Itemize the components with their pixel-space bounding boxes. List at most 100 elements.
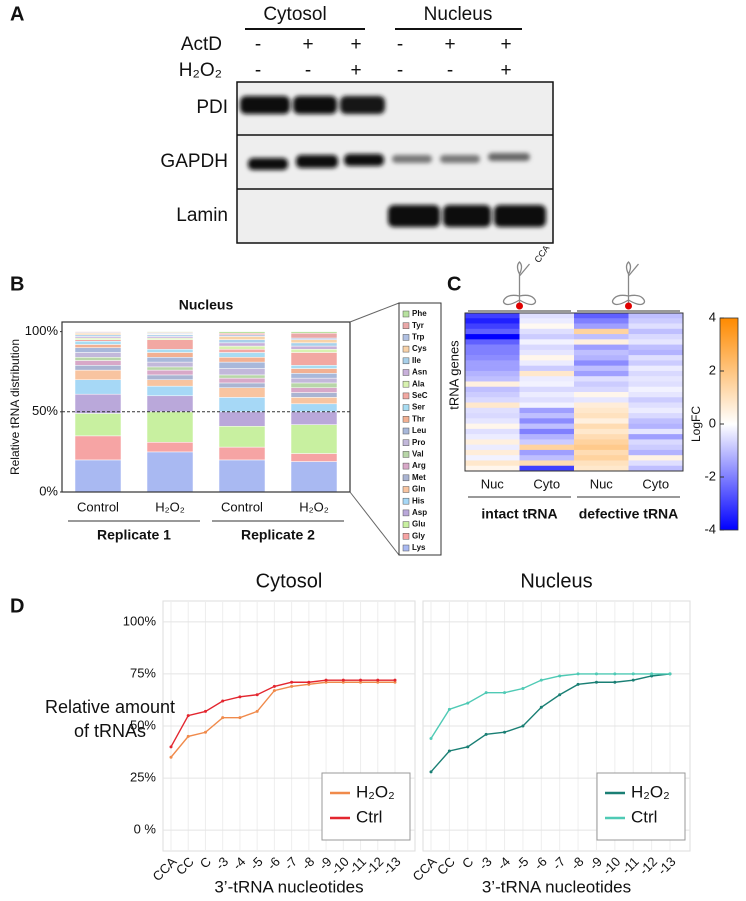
data-point bbox=[203, 709, 207, 713]
heatmap-cell bbox=[519, 428, 575, 435]
bar-segment bbox=[290, 411, 338, 425]
bar-segment bbox=[218, 387, 266, 398]
x-axis-label: 3’-tRNA nucleotides bbox=[214, 877, 363, 896]
legend-label: Ctrl bbox=[631, 807, 657, 826]
bar-segment bbox=[146, 331, 194, 333]
legend-label: Thr bbox=[412, 414, 425, 423]
y-tick-label: 75% bbox=[130, 665, 156, 680]
y-tick-label: 50% bbox=[130, 717, 156, 732]
x-tick-label: -3 bbox=[212, 854, 231, 873]
series-line bbox=[430, 673, 671, 773]
data-point bbox=[429, 737, 433, 740]
legend-swatch bbox=[402, 345, 410, 353]
heatmap-cell bbox=[628, 418, 684, 424]
data-point bbox=[203, 730, 207, 734]
x-tick-label: CC bbox=[434, 854, 458, 878]
x-tick-label: -13 bbox=[380, 854, 404, 878]
legend-label: Asn bbox=[412, 368, 427, 377]
legend-label: Val bbox=[412, 450, 424, 459]
protein-label: GAPDH bbox=[160, 151, 228, 172]
heatmap-cell bbox=[628, 355, 684, 361]
colorbar-tick-label: 4 bbox=[709, 309, 716, 324]
condition-label: ActD bbox=[181, 34, 222, 55]
heatmap-cell bbox=[628, 444, 684, 451]
heatmap-cell bbox=[574, 318, 629, 324]
heatmap-cell bbox=[574, 397, 629, 403]
bar-segment bbox=[290, 342, 338, 347]
legend-swatch bbox=[402, 322, 410, 329]
data-point bbox=[324, 678, 328, 682]
data-point bbox=[238, 695, 242, 699]
bar-segment bbox=[290, 403, 338, 413]
bar-segment bbox=[290, 331, 338, 334]
condition-label: H₂O₂ bbox=[179, 60, 222, 81]
legend-swatch bbox=[402, 521, 410, 528]
heatmap-cell bbox=[574, 313, 629, 319]
heatmap-cell bbox=[628, 413, 684, 419]
blot-header: Nucleus bbox=[424, 4, 493, 25]
data-point bbox=[272, 684, 276, 688]
legend-connector bbox=[349, 491, 400, 556]
heatmap-cell bbox=[628, 381, 684, 388]
x-tick-label: -8 bbox=[568, 854, 587, 873]
heatmap-cell bbox=[465, 449, 520, 456]
heatmap-cell bbox=[628, 339, 684, 345]
heatmap-cell bbox=[519, 402, 575, 409]
blot-bands bbox=[240, 96, 546, 227]
bar-segment bbox=[74, 340, 122, 345]
bar-segment bbox=[146, 369, 194, 376]
bar-segment bbox=[218, 361, 266, 369]
bar-segment bbox=[290, 352, 338, 366]
legend-swatch bbox=[402, 357, 410, 365]
heatmap-cell bbox=[574, 344, 629, 351]
plot-frame bbox=[61, 321, 351, 493]
bar-segment bbox=[218, 352, 266, 358]
bar-segment bbox=[218, 425, 266, 448]
data-point bbox=[484, 732, 488, 736]
bar-segment bbox=[146, 451, 194, 493]
x-tick-label: Control bbox=[77, 499, 119, 514]
colorbar-tick-label: -4 bbox=[704, 521, 716, 536]
legend-label: Asp bbox=[412, 508, 427, 517]
data-point bbox=[539, 705, 543, 709]
bar-segment bbox=[146, 339, 194, 350]
heatmap-cell bbox=[574, 323, 629, 330]
heatmap-cell bbox=[628, 365, 684, 372]
heatmap-cell bbox=[465, 413, 520, 419]
x-tick-label: -6 bbox=[264, 854, 283, 873]
bar-segment bbox=[218, 411, 266, 427]
x-tick-label: -4 bbox=[494, 854, 513, 873]
bar-segment bbox=[146, 385, 194, 397]
heatmap-cell bbox=[465, 349, 520, 356]
heatmap-cell bbox=[519, 360, 575, 366]
legend-label: Trp bbox=[412, 333, 425, 342]
heatmap-cell bbox=[519, 386, 575, 393]
heatmap-cell bbox=[574, 423, 629, 430]
bar-segment bbox=[290, 461, 338, 493]
data-point bbox=[521, 724, 525, 728]
heatmap-cell bbox=[574, 402, 629, 409]
heatmap-cell bbox=[519, 355, 575, 361]
x-tick-label: -7 bbox=[281, 854, 300, 873]
data-point bbox=[631, 672, 635, 676]
colorbar-label: LogFC bbox=[689, 406, 703, 442]
heatmap-cell bbox=[574, 465, 629, 472]
data-point bbox=[484, 691, 488, 695]
bar-segment bbox=[146, 442, 194, 453]
heatmap-cell bbox=[519, 460, 575, 467]
heatmap-cell bbox=[628, 349, 684, 356]
bar-segment bbox=[290, 365, 338, 369]
data-point bbox=[668, 672, 672, 676]
heatmap-cell bbox=[574, 339, 629, 345]
bar-segment bbox=[218, 459, 266, 493]
heatmap-cell bbox=[465, 355, 520, 361]
bar-segment bbox=[290, 368, 338, 374]
condition-sign: + bbox=[350, 34, 361, 55]
heatmap-cell bbox=[465, 423, 520, 430]
trna-icon bbox=[502, 261, 537, 306]
heatmap-cell bbox=[574, 360, 629, 366]
legend-swatch bbox=[402, 334, 410, 341]
heatmap-cell bbox=[465, 460, 520, 467]
data-point bbox=[359, 678, 363, 682]
heatmap-cell bbox=[574, 418, 629, 424]
